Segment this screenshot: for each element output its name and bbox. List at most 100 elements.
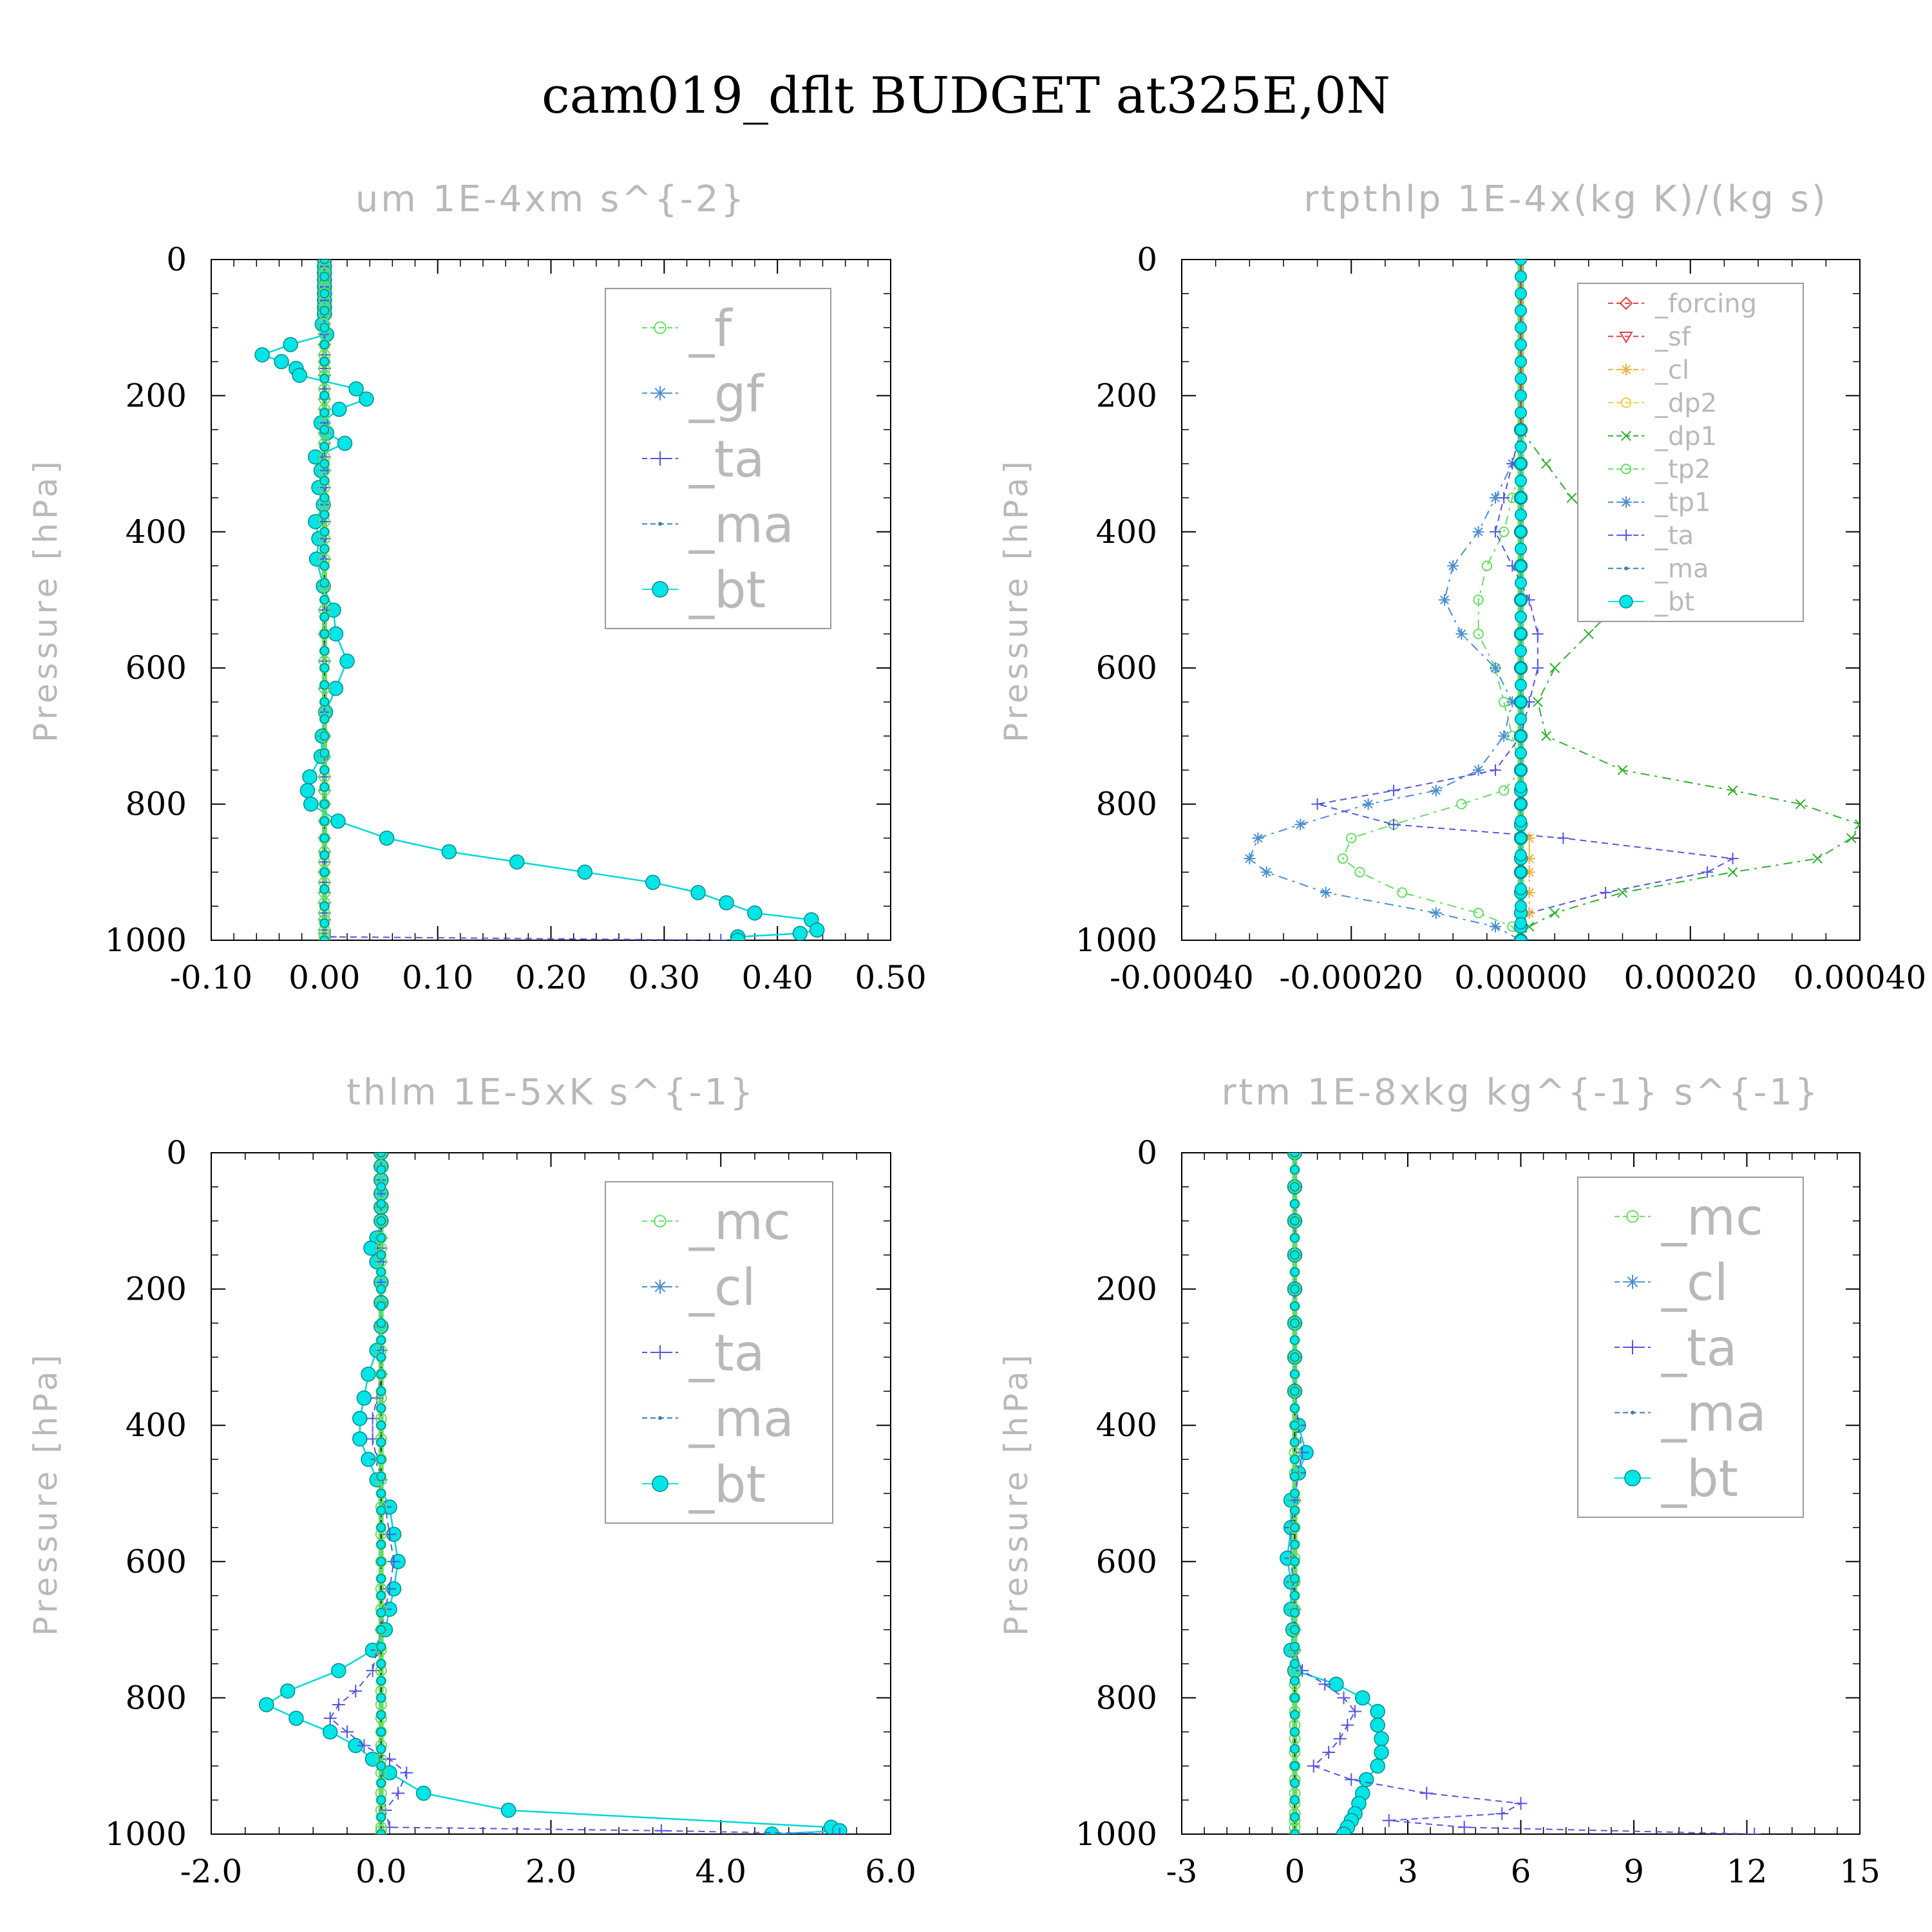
zero-stack-marker bbox=[319, 561, 330, 571]
zero-stack-marker bbox=[1514, 457, 1528, 470]
legend-label: _ta bbox=[688, 431, 764, 489]
zero-stack-marker bbox=[319, 765, 330, 775]
zero-stack-marker bbox=[1514, 815, 1528, 828]
data-point-ta bbox=[1345, 1773, 1358, 1786]
zero-stack-marker bbox=[1514, 781, 1528, 793]
legend-swatch-marker bbox=[1626, 1210, 1639, 1223]
legend-swatch-marker bbox=[653, 386, 667, 401]
zero-stack-marker bbox=[1514, 627, 1528, 640]
zero-stack-marker bbox=[1514, 746, 1528, 759]
data-point-ta bbox=[1490, 526, 1502, 538]
zero-stack-marker bbox=[1290, 1693, 1300, 1703]
zero-stack-marker bbox=[376, 1454, 386, 1464]
zero-stack-marker bbox=[376, 1522, 386, 1533]
data-point-ta bbox=[332, 1698, 345, 1711]
legend-label: _ma bbox=[1654, 554, 1709, 584]
x-tick-label: 6.0 bbox=[865, 1853, 916, 1890]
legend: _mc _cl _ta _ma _bt bbox=[1577, 1177, 1804, 1518]
zero-stack-marker bbox=[1514, 712, 1528, 726]
zero-stack-marker bbox=[376, 1761, 386, 1771]
x-tick-label: 0.50 bbox=[855, 959, 926, 996]
data-point-bt bbox=[1374, 1745, 1389, 1760]
zero-stack-marker bbox=[1514, 831, 1528, 844]
data-point-bt bbox=[330, 813, 346, 829]
zero-stack-marker bbox=[1514, 917, 1528, 930]
legend-label: _bt bbox=[688, 1456, 766, 1514]
x-tick-label: 15 bbox=[1839, 1853, 1880, 1890]
zero-stack-marker bbox=[1290, 1573, 1300, 1584]
y-tick-label: 1000 bbox=[1075, 1815, 1157, 1853]
data-point-bt bbox=[289, 1710, 304, 1726]
legend-label: _mc bbox=[688, 1193, 791, 1251]
zero-stack-marker bbox=[319, 476, 330, 486]
data-point-tp2 bbox=[1397, 887, 1408, 898]
data-point-cl bbox=[1523, 887, 1535, 899]
data-point-bt bbox=[509, 854, 525, 870]
data-point-ta bbox=[654, 1824, 668, 1834]
zero-stack-marker bbox=[1290, 1710, 1300, 1720]
zero-stack-marker bbox=[319, 595, 330, 605]
data-point-dp1 bbox=[1549, 663, 1560, 674]
data-point-tp1 bbox=[1260, 866, 1273, 878]
data-point-dp1 bbox=[1812, 853, 1823, 864]
data-point-ta bbox=[383, 1528, 396, 1541]
zero-stack-marker bbox=[376, 1778, 386, 1788]
data-point-bt bbox=[1336, 1826, 1352, 1834]
legend-label: _ta bbox=[1654, 521, 1694, 551]
data-point-tp1 bbox=[1439, 594, 1451, 606]
zero-stack-marker bbox=[376, 1573, 386, 1584]
zero-stack-marker bbox=[376, 1153, 386, 1158]
data-point-bt bbox=[1374, 1731, 1389, 1747]
legend-swatch-marker bbox=[1625, 1340, 1640, 1354]
data-point-ta bbox=[1727, 853, 1739, 865]
zero-stack-marker bbox=[1290, 1182, 1300, 1192]
zero-stack-marker bbox=[1290, 1522, 1300, 1533]
data-point-mc bbox=[375, 1824, 387, 1834]
data-point-ta bbox=[1333, 1732, 1347, 1745]
legend-label: _ta bbox=[688, 1325, 764, 1383]
data-point-ta bbox=[1498, 491, 1510, 504]
data-point-tp1 bbox=[1244, 853, 1256, 865]
panel-title: rtpthlp 1E-4x(kg K)/(kg s) bbox=[1303, 178, 1828, 220]
legend-label: _bt bbox=[1654, 587, 1694, 617]
data-point-tp1 bbox=[1490, 491, 1502, 504]
zero-stack-marker bbox=[1514, 730, 1528, 743]
data-point-ta bbox=[1600, 887, 1612, 899]
y-tick-label: 200 bbox=[126, 1271, 187, 1308]
zero-stack-marker bbox=[319, 629, 330, 639]
zero-stack-marker bbox=[1514, 508, 1528, 521]
zero-stack-marker bbox=[1290, 1607, 1300, 1618]
zero-stack-marker bbox=[376, 1301, 386, 1311]
zero-stack-marker bbox=[319, 289, 330, 299]
data-point-dp1 bbox=[1727, 867, 1738, 878]
data-point-tp1 bbox=[1455, 628, 1468, 640]
zero-stack-marker bbox=[376, 1795, 386, 1805]
data-point-bt bbox=[415, 1785, 431, 1801]
zero-stack-marker bbox=[1514, 883, 1528, 896]
zero-stack-marker bbox=[1290, 1284, 1300, 1294]
legend-swatch-marker bbox=[653, 451, 667, 466]
zero-stack-marker bbox=[1290, 1250, 1300, 1260]
data-point-bt bbox=[299, 782, 316, 799]
zero-stack-marker bbox=[376, 1540, 386, 1549]
data-point-ta bbox=[400, 1766, 413, 1779]
legend-label: _forcing bbox=[1654, 289, 1757, 319]
legend-label: _ma bbox=[688, 497, 794, 554]
data-point-tp2 bbox=[1456, 799, 1467, 810]
data-point-ta bbox=[1307, 1759, 1320, 1773]
panel-title: rtm 1E-8xkg kg^{-1} s^{-1} bbox=[1221, 1072, 1820, 1113]
zero-stack-marker bbox=[376, 1727, 386, 1737]
data-point-bt bbox=[352, 1431, 368, 1447]
data-point-ta bbox=[392, 1786, 405, 1800]
zero-stack-marker bbox=[1514, 542, 1528, 555]
x-tick-label: 0.20 bbox=[515, 959, 587, 996]
data-point-bt bbox=[1358, 1772, 1374, 1788]
data-point-dp1 bbox=[1583, 629, 1594, 639]
zero-stack-marker bbox=[1290, 1557, 1300, 1567]
zero-stack-marker bbox=[319, 260, 330, 265]
zero-stack-marker bbox=[376, 1250, 386, 1260]
data-point-bt bbox=[441, 844, 457, 860]
legend-label: _tp2 bbox=[1654, 455, 1711, 484]
data-point-bt bbox=[348, 381, 364, 397]
data-point-bt bbox=[359, 391, 374, 407]
